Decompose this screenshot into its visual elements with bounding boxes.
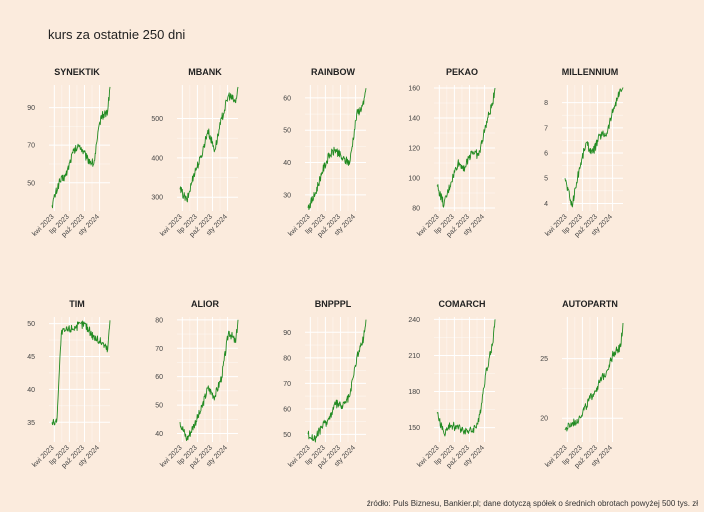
price-line bbox=[179, 319, 239, 442]
y-tick-label: 90 bbox=[27, 105, 35, 112]
y-tick-label: 35 bbox=[27, 420, 35, 427]
y-tick-label: 70 bbox=[155, 346, 163, 353]
y-tick-label: 50 bbox=[155, 403, 163, 410]
panel-title: MILLENNIUM bbox=[562, 67, 619, 77]
y-tick-label: 20 bbox=[540, 416, 548, 423]
y-tick-label: 120 bbox=[408, 146, 420, 153]
y-tick-label: 8 bbox=[544, 100, 548, 107]
y-tick-label: 500 bbox=[151, 116, 163, 123]
y-tick-label: 400 bbox=[151, 155, 163, 162]
y-tick-label: 45 bbox=[27, 354, 35, 361]
y-tick-label: 30 bbox=[283, 192, 291, 199]
y-tick-label: 5 bbox=[544, 176, 548, 183]
panel-title: TIM bbox=[69, 299, 85, 309]
y-tick-label: 300 bbox=[151, 195, 163, 202]
y-tick-label: 50 bbox=[283, 128, 291, 135]
panel-title: MBANK bbox=[188, 67, 222, 77]
y-tick-label: 80 bbox=[283, 355, 291, 362]
panel-title: RAINBOW bbox=[311, 67, 355, 77]
y-tick-label: 60 bbox=[283, 406, 291, 413]
y-tick-label: 140 bbox=[408, 116, 420, 123]
y-tick-label: 180 bbox=[408, 389, 420, 396]
price-line bbox=[436, 87, 496, 208]
y-tick-label: 7 bbox=[544, 125, 548, 132]
y-tick-label: 240 bbox=[408, 317, 420, 324]
price-line bbox=[179, 86, 239, 203]
price-line bbox=[51, 320, 111, 426]
price-line bbox=[564, 322, 624, 432]
y-tick-label: 100 bbox=[408, 176, 420, 183]
y-tick-label: 40 bbox=[283, 160, 291, 167]
y-tick-label: 160 bbox=[408, 86, 420, 93]
panel-title: AUTOPARTN bbox=[562, 299, 618, 309]
y-tick-label: 50 bbox=[283, 432, 291, 439]
panel-title: PEKAO bbox=[446, 67, 478, 77]
y-tick-label: 60 bbox=[155, 374, 163, 381]
page-title: kurs za ostatnie 250 dni bbox=[48, 27, 186, 42]
y-tick-label: 90 bbox=[283, 330, 291, 337]
y-tick-label: 50 bbox=[27, 180, 35, 187]
panel-title: SYNEKTIK bbox=[54, 67, 100, 77]
price-line bbox=[564, 87, 624, 208]
price-line bbox=[307, 88, 367, 211]
source-caption: źródło: Puls Biznesu, Bankier.pl; dane d… bbox=[366, 499, 698, 508]
y-tick-label: 50 bbox=[27, 321, 35, 328]
y-tick-label: 210 bbox=[408, 353, 420, 360]
y-tick-label: 4 bbox=[544, 201, 548, 208]
y-tick-label: 70 bbox=[27, 143, 35, 150]
price-line bbox=[307, 319, 367, 443]
y-tick-label: 60 bbox=[283, 95, 291, 102]
panel-title: COMARCH bbox=[439, 299, 486, 309]
panel-title: BNPPPL bbox=[315, 299, 352, 309]
y-tick-label: 40 bbox=[27, 387, 35, 394]
price-line bbox=[51, 86, 111, 209]
y-tick-label: 70 bbox=[283, 381, 291, 388]
price-line bbox=[436, 319, 496, 437]
y-tick-label: 150 bbox=[408, 425, 420, 432]
y-tick-label: 80 bbox=[412, 206, 420, 213]
panel-title: ALIOR bbox=[191, 299, 219, 309]
y-tick-label: 6 bbox=[544, 151, 548, 158]
y-tick-label: 80 bbox=[155, 317, 163, 324]
y-tick-label: 25 bbox=[540, 356, 548, 363]
y-tick-label: 40 bbox=[155, 431, 163, 438]
